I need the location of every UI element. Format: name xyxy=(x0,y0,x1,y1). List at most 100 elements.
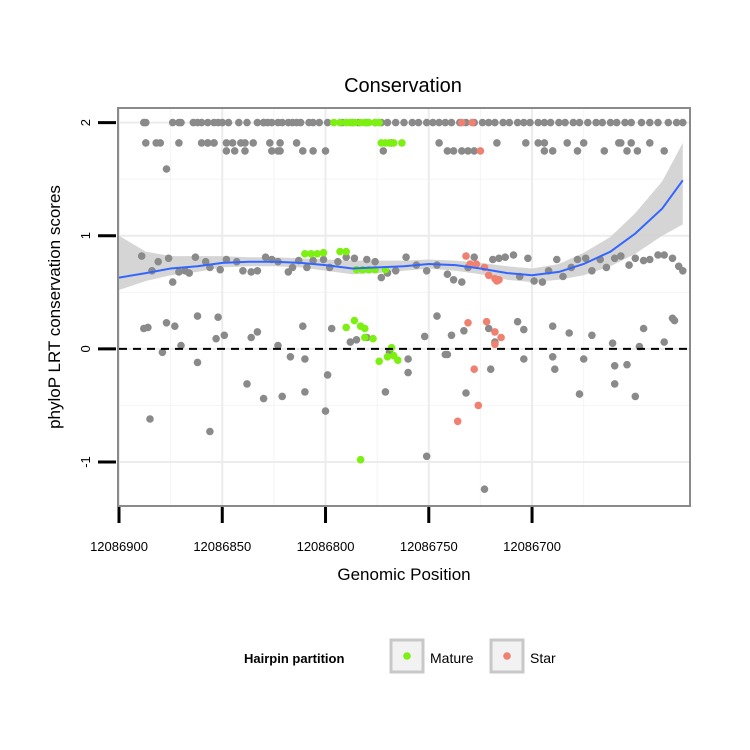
data-point-other xyxy=(334,257,342,266)
data-point-other xyxy=(278,118,287,127)
x-tick-label: 12086850 xyxy=(193,539,251,554)
data-point-other xyxy=(350,254,359,263)
data-point-other xyxy=(627,118,635,127)
data-point-other xyxy=(168,118,177,127)
data-point-other xyxy=(443,147,452,155)
data-point-star xyxy=(495,276,503,284)
data-point-other xyxy=(540,118,549,127)
data-point-other xyxy=(534,118,542,127)
legend-dot-star xyxy=(503,652,511,660)
data-point-other xyxy=(509,251,518,259)
data-point-other xyxy=(573,147,582,155)
y-tick-label: 1 xyxy=(78,232,93,239)
data-point-other xyxy=(548,147,557,155)
data-point-other xyxy=(286,353,295,361)
data-point-other xyxy=(189,118,198,127)
data-point-other xyxy=(464,147,472,155)
data-point-other xyxy=(301,355,309,363)
data-point-other xyxy=(600,147,609,155)
data-point-other xyxy=(573,255,582,264)
data-point-other xyxy=(253,118,262,127)
data-point-other xyxy=(551,365,559,374)
data-point-other xyxy=(201,257,210,266)
data-point-other xyxy=(588,267,596,275)
data-point-other xyxy=(206,427,214,436)
data-point-other xyxy=(404,355,412,363)
data-point-other xyxy=(268,118,276,127)
data-point-other xyxy=(458,147,466,155)
data-point-other xyxy=(443,270,452,279)
data-point-other xyxy=(210,139,218,147)
data-point-mature xyxy=(336,118,344,127)
data-point-other xyxy=(319,255,328,264)
data-point-other xyxy=(243,380,251,388)
data-point-other xyxy=(230,147,239,155)
data-point-other xyxy=(177,341,185,350)
data-point-other xyxy=(253,267,262,275)
data-point-other xyxy=(499,118,507,127)
data-point-other xyxy=(449,276,458,284)
data-point-other xyxy=(228,139,237,147)
legend: Hairpin partition Mature Star xyxy=(244,638,556,674)
data-point-other xyxy=(137,252,146,260)
y-tick-label: 2 xyxy=(78,119,93,126)
data-point-other xyxy=(679,267,687,275)
data-point-other xyxy=(646,255,654,264)
data-point-other xyxy=(513,118,522,127)
data-point-other xyxy=(309,118,317,127)
data-point-mature xyxy=(383,353,392,361)
data-point-other xyxy=(249,139,257,147)
x-tick-label: 12086800 xyxy=(297,539,355,554)
x-axis-title: Genomic Position xyxy=(337,565,470,584)
data-point-other xyxy=(191,253,200,261)
data-point-other xyxy=(391,118,400,127)
data-point-other xyxy=(391,267,400,275)
data-point-other xyxy=(274,147,282,155)
data-point-other xyxy=(220,331,229,340)
data-point-other xyxy=(383,118,392,127)
data-point-other xyxy=(555,118,563,127)
data-point-other xyxy=(422,118,431,127)
data-point-other xyxy=(563,139,571,147)
data-point-other xyxy=(484,324,493,333)
data-point-star xyxy=(491,328,499,336)
data-point-other xyxy=(352,336,361,344)
data-point-other xyxy=(146,415,154,423)
data-point-other xyxy=(654,251,662,259)
data-point-other xyxy=(530,277,538,285)
data-point-other xyxy=(540,147,549,155)
x-tick-label: 12086900 xyxy=(90,539,148,554)
data-point-other xyxy=(672,118,681,127)
data-point-other xyxy=(534,139,542,147)
legend-label-star: Star xyxy=(530,650,556,666)
data-point-other xyxy=(524,254,532,263)
data-point-other xyxy=(309,147,317,155)
data-point-other xyxy=(321,147,330,155)
data-point-other xyxy=(327,324,336,333)
data-point-other xyxy=(276,139,284,147)
data-point-other xyxy=(420,332,429,341)
data-point-other xyxy=(478,118,487,127)
data-point-other xyxy=(414,118,423,127)
data-point-other xyxy=(623,360,631,369)
data-point-other xyxy=(569,118,578,127)
data-point-other xyxy=(526,118,534,127)
data-point-other xyxy=(579,355,588,363)
data-point-other xyxy=(214,313,222,322)
data-point-mature xyxy=(330,118,338,127)
data-point-star xyxy=(462,252,470,260)
data-point-other xyxy=(237,139,245,147)
data-point-other xyxy=(177,118,185,127)
data-point-other xyxy=(162,165,171,173)
data-point-other xyxy=(623,147,631,155)
data-point-other xyxy=(162,319,171,327)
data-point-mature xyxy=(301,250,309,258)
data-point-other xyxy=(288,263,297,272)
data-point-mature xyxy=(319,248,328,257)
data-point-mature xyxy=(375,357,384,366)
data-point-other xyxy=(429,118,437,127)
points-other xyxy=(137,118,687,494)
data-point-mature xyxy=(356,455,365,464)
data-point-other xyxy=(679,118,687,127)
data-point-other xyxy=(610,254,619,263)
